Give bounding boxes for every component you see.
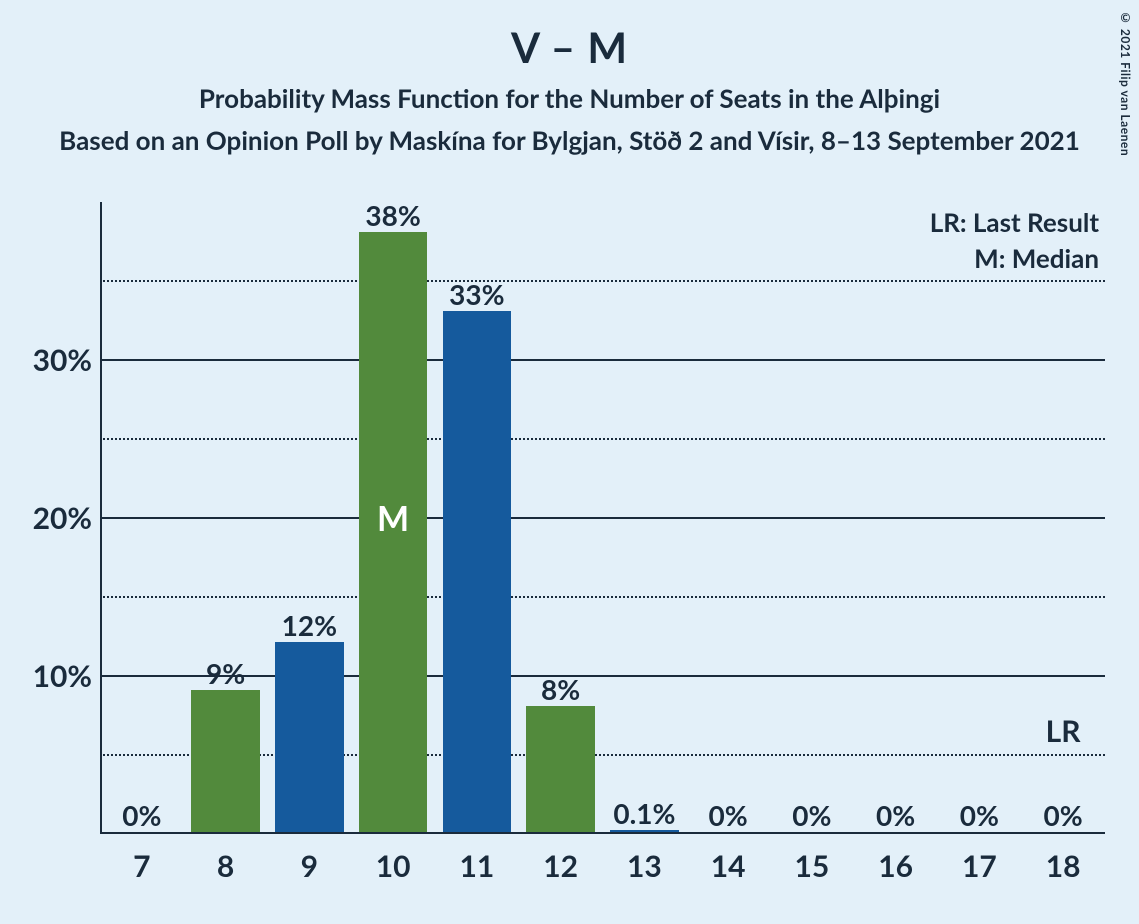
y-tick-label: 20% bbox=[2, 500, 92, 536]
bar bbox=[191, 690, 260, 832]
chart-subtitle-2: Based on an Opinion Poll by Maskína for … bbox=[0, 124, 1139, 156]
bar-value-label: 0% bbox=[1044, 798, 1083, 832]
bar bbox=[526, 706, 595, 832]
x-tick-label: 7 bbox=[133, 848, 150, 884]
x-tick-label: 13 bbox=[627, 848, 662, 884]
bar-value-label: 0% bbox=[709, 798, 748, 832]
x-tick-label: 17 bbox=[962, 848, 997, 884]
bar-value-label: 9% bbox=[206, 656, 245, 690]
x-tick-label: 14 bbox=[711, 848, 746, 884]
bar-value-label: 33% bbox=[449, 277, 504, 311]
plot-area: 10%20%30%0%79%812%938%10M33%118%120.1%13… bbox=[100, 202, 1105, 834]
y-tick-label: 10% bbox=[2, 658, 92, 694]
x-tick-label: 9 bbox=[301, 848, 318, 884]
copyright-text: © 2021 Filip van Laenen bbox=[1118, 10, 1133, 156]
x-tick-label: 15 bbox=[794, 848, 829, 884]
gridline-minor bbox=[100, 596, 1105, 598]
bar bbox=[443, 311, 512, 832]
bar-value-label: 8% bbox=[541, 672, 580, 706]
x-tick-label: 11 bbox=[459, 848, 494, 884]
bar-value-label: 0% bbox=[960, 798, 999, 832]
x-axis-line bbox=[100, 832, 1105, 834]
bar bbox=[275, 642, 344, 832]
legend-m: M: Median bbox=[974, 242, 1099, 274]
bar-value-label: 12% bbox=[282, 608, 337, 642]
median-marker: M bbox=[377, 498, 409, 539]
bar-value-label: 0% bbox=[876, 798, 915, 832]
chart-subtitle-1: Probability Mass Function for the Number… bbox=[0, 82, 1139, 114]
bar-value-label: 0% bbox=[122, 798, 161, 832]
last-result-marker: LR bbox=[1046, 713, 1081, 749]
x-tick-label: 12 bbox=[543, 848, 578, 884]
gridline-major bbox=[100, 517, 1105, 519]
bar bbox=[610, 830, 679, 832]
x-tick-label: 16 bbox=[878, 848, 913, 884]
gridline-major bbox=[100, 359, 1105, 361]
pmf-bar-chart: 10%20%30%0%79%812%938%10M33%118%120.1%13… bbox=[100, 202, 1105, 834]
bar-value-label: 0% bbox=[792, 798, 831, 832]
x-tick-label: 18 bbox=[1046, 848, 1081, 884]
legend-lr: LR: Last Result bbox=[930, 206, 1099, 238]
x-tick-label: 8 bbox=[217, 848, 234, 884]
bar-value-label: 38% bbox=[365, 198, 420, 232]
bar-value-label: 0.1% bbox=[613, 796, 675, 830]
chart-title: V – M bbox=[0, 0, 1139, 72]
y-tick-label: 30% bbox=[2, 342, 92, 378]
x-tick-label: 10 bbox=[376, 848, 411, 884]
gridline-minor bbox=[100, 280, 1105, 282]
gridline-minor bbox=[100, 438, 1105, 440]
gridline-major bbox=[100, 675, 1105, 677]
